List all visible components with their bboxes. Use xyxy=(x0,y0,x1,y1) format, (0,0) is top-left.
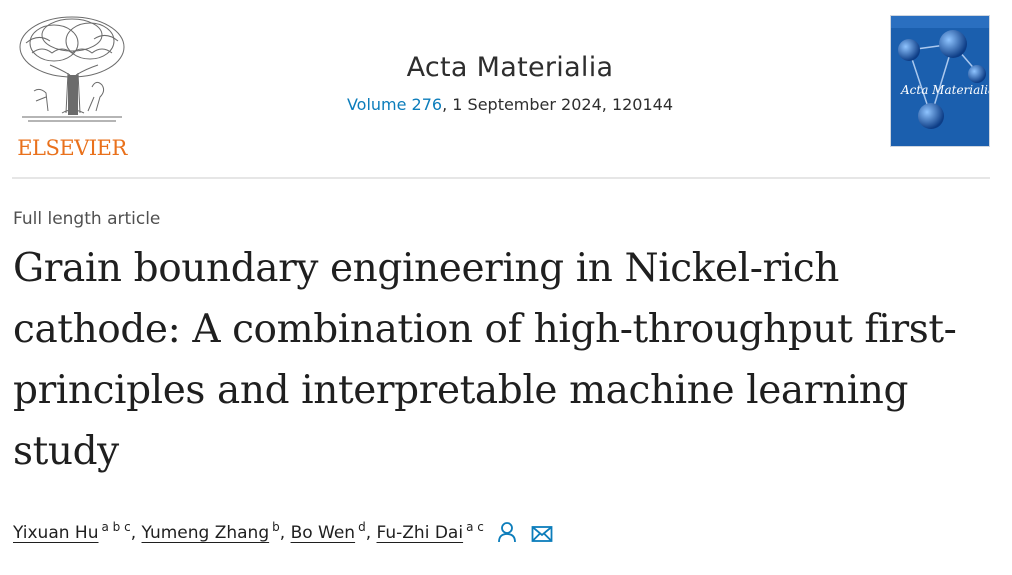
author-link[interactable]: Bo Wen xyxy=(290,523,356,543)
publisher-logo[interactable]: ELSEVIER xyxy=(12,13,132,160)
journal-issue-meta: Volume 276, 1 September 2024, 120144 xyxy=(200,95,820,114)
affiliation-marks[interactable]: a b c xyxy=(101,520,131,534)
mail-icon[interactable] xyxy=(531,525,553,548)
affiliation-marks[interactable]: a c xyxy=(466,520,484,534)
author-separator: , xyxy=(130,523,142,543)
journal-title[interactable]: Acta Materialia xyxy=(406,52,614,83)
person-icon[interactable] xyxy=(497,521,517,548)
issue-info: , 1 September 2024, 120144 xyxy=(442,95,674,114)
journal-cover-image: Acta Materialia xyxy=(891,16,989,146)
author-separator: , xyxy=(279,523,291,543)
article-type: Full length article xyxy=(13,209,161,229)
author: Yumeng Zhang b, xyxy=(141,520,291,543)
volume-link[interactable]: Volume 276 xyxy=(346,95,443,114)
cover-title: Acta Materialia xyxy=(900,83,989,97)
author-link[interactable]: Yumeng Zhang xyxy=(141,523,270,543)
elsevier-tree-icon xyxy=(19,16,125,122)
header-divider xyxy=(12,177,990,179)
article-title: Grain boundary engineering in Nickel-ric… xyxy=(13,246,957,474)
author: Fu-Zhi Dai a c xyxy=(376,520,484,543)
journal-header: ELSEVIER Acta Materialia Volume 276, 1 S… xyxy=(0,0,1012,178)
author: Yixuan Hu a b c, xyxy=(13,520,142,543)
journal-info: Acta Materialia Volume 276, 1 September … xyxy=(200,52,820,114)
affiliation-marks[interactable]: d xyxy=(358,520,366,534)
author: Bo Wen d, xyxy=(290,520,377,543)
affiliation-marks[interactable]: b xyxy=(272,520,280,534)
journal-cover[interactable]: Acta Materialia xyxy=(890,15,990,147)
author-separator: , xyxy=(365,523,377,543)
author-link[interactable]: Yixuan Hu xyxy=(13,523,99,543)
publisher-wordmark: ELSEVIER xyxy=(17,136,127,160)
author-link[interactable]: Fu-Zhi Dai xyxy=(376,523,464,543)
author-list: Yixuan Hu a b c, Yumeng Zhang b, Bo Wen d, … xyxy=(13,520,1003,548)
